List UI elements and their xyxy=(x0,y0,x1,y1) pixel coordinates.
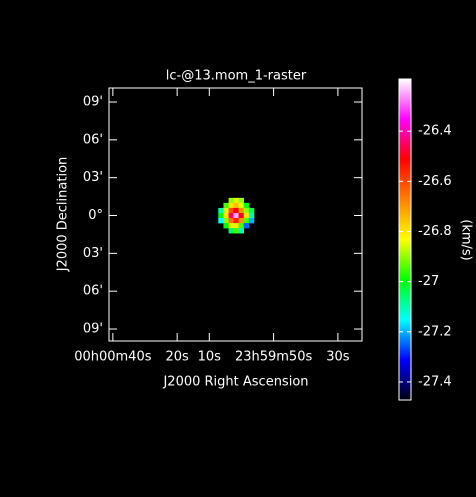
raster-cell xyxy=(228,212,235,219)
colorbar-tick-label: -26.8 xyxy=(418,224,452,239)
raster-cell xyxy=(243,212,250,219)
raster-cell xyxy=(218,212,224,219)
colorbar-label: (km/s) xyxy=(459,219,474,261)
y-tick-label: 03' xyxy=(83,170,103,185)
colorbar-tick-label: -26.4 xyxy=(418,124,452,139)
raster-cell xyxy=(228,207,235,214)
raster-cell xyxy=(233,223,239,229)
raster-cell xyxy=(248,218,255,224)
chart-title: lc-@13.mom_1-raster xyxy=(166,69,307,84)
raster-cell xyxy=(238,212,244,219)
raster-cell xyxy=(243,207,250,214)
y-tick-label: 03' xyxy=(83,246,103,261)
raster-cell xyxy=(228,228,235,234)
colorbar-tick-label: -26.6 xyxy=(418,174,452,189)
raster-cell xyxy=(233,207,239,214)
raster-cell xyxy=(233,212,239,219)
x-tick-label: 00h00m40s xyxy=(74,350,152,365)
raster-cell xyxy=(238,197,244,204)
plot-frame xyxy=(108,87,363,342)
raster-cell xyxy=(218,207,224,214)
raster-cell xyxy=(223,202,229,209)
raster-cell xyxy=(228,218,235,224)
colorbar-tick-label: -27.2 xyxy=(418,324,452,339)
raster-cell xyxy=(218,218,224,224)
colorbar xyxy=(398,78,412,401)
raster-cell xyxy=(228,223,235,229)
raster-cell xyxy=(248,207,255,214)
raster-cell xyxy=(248,212,255,219)
raster-cell xyxy=(223,207,229,214)
y-tick-label: 09' xyxy=(83,94,103,109)
raster-cell xyxy=(238,218,244,224)
x-tick-label: 10s xyxy=(198,350,222,365)
raster-cell xyxy=(238,228,244,234)
y-tick-label: 0° xyxy=(88,208,103,223)
raster-cell xyxy=(223,223,229,229)
x-tick-label: 23h59m50s xyxy=(235,350,313,365)
raster-cell xyxy=(243,223,250,229)
raster-cell xyxy=(238,223,244,229)
y-tick-label: 06' xyxy=(83,284,103,299)
raster-cell xyxy=(238,207,244,214)
x-tick-label: 30s xyxy=(326,350,350,365)
x-axis-label: J2000 Right Ascension xyxy=(162,375,308,390)
raster-cell xyxy=(243,218,250,224)
raster-cell xyxy=(233,197,239,204)
colorbar-tick-label: -27.4 xyxy=(418,374,452,389)
raster-cell xyxy=(233,218,239,224)
raster-cell xyxy=(233,228,239,234)
raster-cell xyxy=(238,202,244,209)
raster-cell xyxy=(228,202,235,209)
y-tick-label: 09' xyxy=(83,322,103,337)
raster-cell xyxy=(223,212,229,219)
x-tick-label: 20s xyxy=(165,350,189,365)
y-tick-label: 06' xyxy=(83,132,103,147)
raster-cell xyxy=(243,202,250,209)
raster-cell xyxy=(223,218,229,224)
y-axis-label: J2000 Declination xyxy=(56,157,71,273)
raster-cell xyxy=(228,197,235,204)
raster-cell xyxy=(233,202,239,209)
colorbar-tick-label: -27 xyxy=(418,274,439,289)
